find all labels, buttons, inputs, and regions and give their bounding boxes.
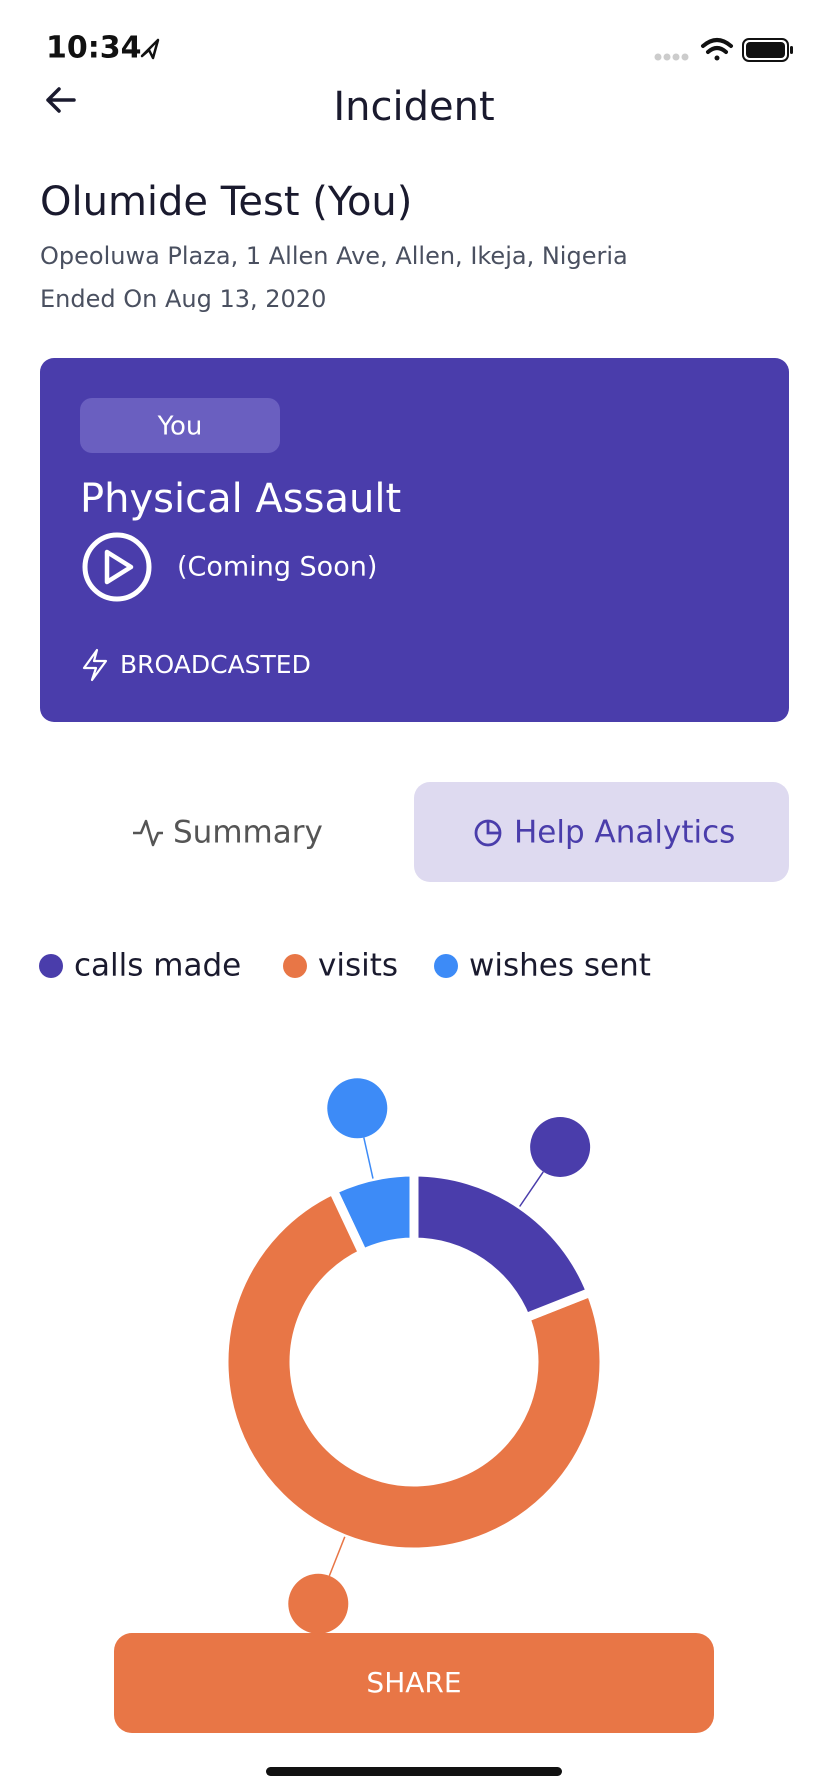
donut-segment — [219, 1184, 609, 1557]
badge — [80, 398, 280, 453]
share-label: SHARE — [366, 1666, 461, 1699]
wifi-icon — [701, 38, 733, 61]
legend-label: wishes sent — [469, 948, 651, 984]
legend-label: visits — [318, 948, 398, 984]
incident-name: Olumide Test (You) — [40, 179, 412, 225]
badge-label: You — [157, 412, 203, 442]
battery-icon — [742, 38, 793, 62]
share-button[interactable] — [114, 1633, 714, 1733]
legend-label: calls made — [74, 948, 241, 984]
location-icon — [140, 38, 160, 60]
tab-label: Summary — [173, 815, 323, 851]
incident-address: Opeoluwa Plaza, 1 Allen Ave, Allen, Ikej… — [40, 242, 628, 270]
donut-segment — [409, 1167, 597, 1324]
play-button[interactable] — [82, 532, 152, 602]
status-time: 10:34 — [46, 31, 142, 66]
analytics-tab[interactable]: Help Analytics — [414, 782, 789, 882]
incident-ended: Ended On Aug 13, 2020 — [40, 285, 326, 313]
signal-icon — [654, 53, 689, 61]
status-label: BROADCASTED — [120, 650, 311, 679]
callout-dot — [327, 1078, 388, 1139]
callout-dot — [288, 1573, 349, 1634]
bolt-icon — [82, 648, 108, 682]
page-title: Incident — [333, 84, 494, 130]
summary-tab[interactable]: Summary — [133, 815, 323, 851]
legend-swatch — [434, 954, 458, 978]
callout-line — [519, 1171, 544, 1207]
home-indicator — [266, 1767, 562, 1776]
callout-dot — [530, 1116, 591, 1177]
callout-line — [363, 1137, 374, 1179]
legend-swatch — [283, 954, 307, 978]
legend-swatch — [39, 954, 63, 978]
media-note: (Coming Soon) — [177, 552, 377, 583]
back-button[interactable] — [46, 87, 76, 113]
callout-line — [328, 1536, 346, 1577]
incident-type: Physical Assault — [80, 476, 401, 522]
tab-background — [414, 782, 789, 882]
tab-label: Help Analytics — [514, 815, 735, 851]
